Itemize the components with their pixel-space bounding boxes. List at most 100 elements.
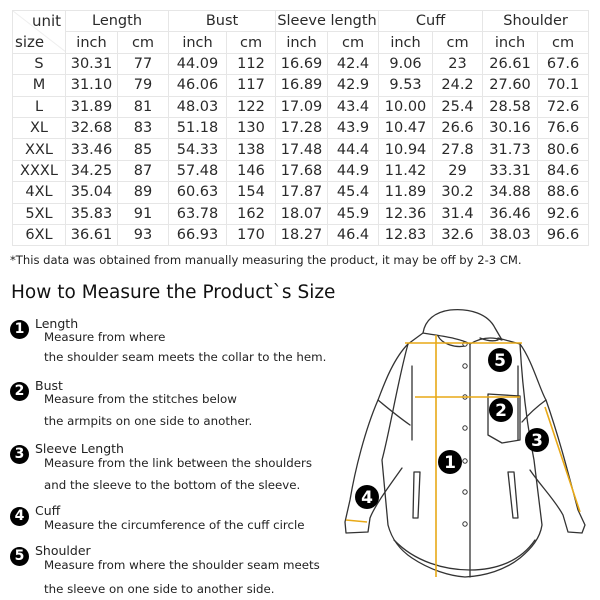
value-cell: 28.58 — [482, 95, 539, 118]
chest-pocket — [487, 393, 521, 444]
measure-item-name: Sleeve Length — [35, 441, 124, 456]
value-cell: 35.04 — [65, 181, 118, 204]
value-cell: 12.83 — [378, 223, 434, 247]
group-header: Bust — [168, 9, 277, 33]
left-pocket — [412, 471, 421, 519]
value-cell: 27.60 — [482, 74, 539, 97]
value-cell: 24.2 — [432, 74, 484, 97]
marker-label: 1 — [444, 453, 456, 473]
measure-item-description: the sleeve on one side to another side. — [44, 582, 275, 596]
size-chart-table: unit size Length Bust Sleeve length Cuff… — [12, 9, 590, 247]
value-cell: 154 — [226, 181, 277, 204]
jacket-diagram: 1 2 3 4 5 — [344, 308, 586, 578]
value-cell: 11.89 — [378, 181, 434, 204]
value-cell: 117 — [226, 74, 277, 97]
value-cell: 9.53 — [378, 74, 434, 97]
size-cell: M — [12, 74, 66, 97]
value-cell: 32.6 — [432, 223, 484, 247]
value-cell: 16.69 — [275, 52, 329, 76]
value-cell: 67.6 — [537, 52, 590, 76]
marker-label: 5 — [494, 351, 506, 371]
value-cell: 30.31 — [65, 52, 118, 76]
measure-item-description: Measure from where the shoulder seam mee… — [44, 558, 320, 572]
value-cell: 10.94 — [378, 138, 434, 161]
value-cell: 17.28 — [275, 116, 329, 140]
value-cell: 87 — [116, 159, 170, 183]
unit-header: cm — [116, 31, 170, 54]
value-cell: 10.47 — [378, 116, 434, 140]
table-row: XXL 33.46 85 54.33 138 17.48 44.4 10.94 27.8 31.7… — [12, 138, 590, 161]
group-header: Sleeve length — [275, 9, 380, 33]
value-cell: 96.6 — [537, 223, 590, 247]
number-badge-icon: 3 — [10, 445, 29, 464]
value-cell: 31.4 — [432, 202, 484, 225]
value-cell: 80.6 — [537, 138, 590, 161]
value-cell: 76.6 — [537, 116, 590, 140]
value-cell: 79 — [116, 74, 170, 97]
value-cell: 54.33 — [168, 138, 228, 161]
table-row: 6XL 36.61 93 66.93 170 18.27 46.4 12.83 32.6 38.0… — [12, 223, 590, 247]
measurement-note: *This data was obtained from manually me… — [10, 253, 522, 267]
value-cell: 162 — [226, 202, 277, 225]
measure-item-description: Measure from the link between the should… — [44, 456, 313, 470]
section-heading: How to Measure the Product`s Size — [11, 282, 336, 303]
value-cell: 43.9 — [327, 116, 380, 140]
value-cell: 17.68 — [275, 159, 329, 183]
table-row: XXXL 34.25 87 57.48 146 17.68 44.9 11.42 29 33.31… — [12, 159, 590, 183]
value-cell: 81 — [116, 95, 170, 118]
measure-item-description: the shoulder seam meets the collar to th… — [44, 350, 327, 364]
measure-item-description: and the sleeve to the bottom of the slee… — [44, 478, 301, 492]
group-header-row: unit size Length Bust Sleeve length Cuff… — [12, 9, 590, 54]
value-cell: 44.09 — [168, 52, 228, 76]
size-cell: L — [12, 95, 66, 118]
unit-header: cm — [537, 31, 590, 54]
value-cell: 33.46 — [65, 138, 118, 161]
value-cell: 35.83 — [65, 202, 118, 225]
value-cell: 30.2 — [432, 181, 484, 204]
value-cell: 112 — [226, 52, 277, 76]
value-cell: 23 — [432, 52, 484, 76]
value-cell: 31.73 — [482, 138, 539, 161]
value-cell: 138 — [226, 138, 277, 161]
size-cell: 5XL — [12, 202, 66, 225]
value-cell: 43.4 — [327, 95, 380, 118]
value-cell: 36.61 — [65, 223, 118, 247]
marker-3-icon: 3 — [525, 428, 549, 452]
value-cell: 46.4 — [327, 223, 380, 247]
value-cell: 66.93 — [168, 223, 228, 247]
unit-header: inch — [168, 31, 228, 54]
value-cell: 45.4 — [327, 181, 380, 204]
unit-size-corner: unit size — [12, 10, 66, 54]
value-cell: 32.68 — [65, 116, 118, 140]
measure-item-name: Shoulder — [35, 543, 91, 558]
value-cell: 27.8 — [432, 138, 484, 161]
value-cell: 31.10 — [65, 74, 118, 97]
value-cell: 42.4 — [327, 52, 380, 76]
value-cell: 77 — [116, 52, 170, 76]
unit-header: inch — [482, 31, 539, 54]
value-cell: 25.4 — [432, 95, 484, 118]
value-cell: 26.61 — [482, 52, 539, 76]
value-cell: 29 — [432, 159, 484, 183]
measure-item-description: Measure the circumference of the cuff ci… — [44, 518, 305, 532]
value-cell: 91 — [116, 202, 170, 225]
table-row: M 31.10 79 46.06 117 16.89 42.9 9.53 24.2 27.60 70… — [12, 74, 590, 97]
value-cell: 45.9 — [327, 202, 380, 225]
measure-item-name: Cuff — [35, 503, 61, 518]
value-cell: 48.03 — [168, 95, 228, 118]
unit-header: inch — [275, 31, 329, 54]
value-cell: 92.6 — [537, 202, 590, 225]
unit-header: cm — [432, 31, 484, 54]
value-cell: 16.89 — [275, 74, 329, 97]
value-cell: 83 — [116, 116, 170, 140]
group-header: Length — [64, 9, 170, 33]
value-cell: 18.27 — [275, 223, 329, 247]
value-cell: 51.18 — [168, 116, 228, 140]
value-cell: 122 — [226, 95, 277, 118]
value-cell: 85 — [116, 138, 170, 161]
size-cell: S — [12, 52, 66, 76]
table-row: 4XL 35.04 89 60.63 154 17.87 45.4 11.89 30.2 34.8… — [12, 181, 590, 204]
table-row: XL 32.68 83 51.18 130 17.28 43.9 10.47 26.6 30.16… — [12, 116, 590, 140]
number-badge-icon: 5 — [10, 547, 29, 566]
value-cell: 33.31 — [482, 159, 539, 183]
